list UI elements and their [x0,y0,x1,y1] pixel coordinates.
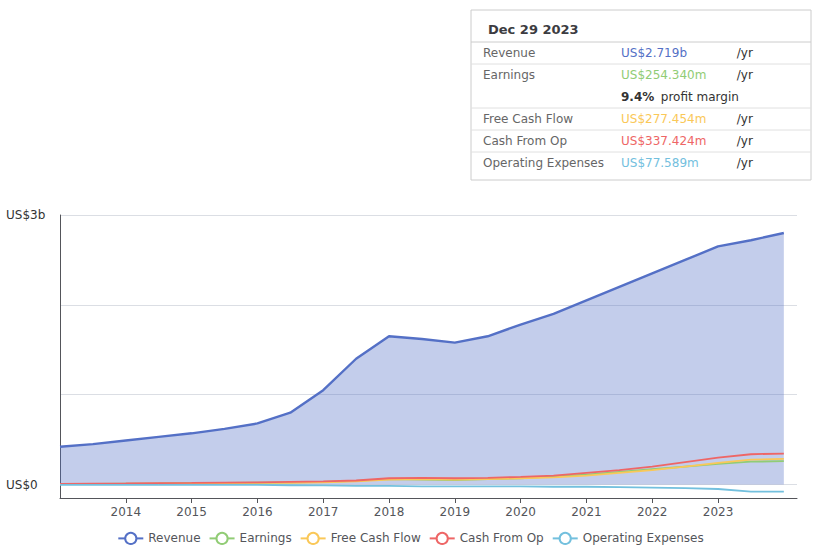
svg-text:Operating Expenses: Operating Expenses [583,531,704,545]
svg-text:2019: 2019 [440,505,471,519]
svg-text:/yr: /yr [733,112,753,126]
svg-text:Earnings: Earnings [483,68,535,82]
svg-text:2014: 2014 [111,505,142,519]
svg-text:Cash From Op: Cash From Op [483,134,567,148]
svg-text:2021: 2021 [571,505,602,519]
svg-text:/yr: /yr [733,68,753,82]
svg-text:2018: 2018 [374,505,405,519]
svg-text:US$0: US$0 [6,478,38,492]
svg-text:2016: 2016 [242,505,273,519]
svg-text:/yr: /yr [733,134,753,148]
svg-text:US$77.589m: US$77.589m [621,156,699,170]
svg-text:9.4%: 9.4% [621,90,654,104]
svg-text:US$277.454m: US$277.454m [621,112,706,126]
svg-text:/yr: /yr [733,156,753,170]
svg-text:2020: 2020 [505,505,536,519]
svg-text:US$3b: US$3b [6,208,45,222]
svg-text:US$2.719b: US$2.719b [621,46,687,60]
svg-text:Revenue: Revenue [148,531,200,545]
svg-text:US$337.424m: US$337.424m [621,134,706,148]
svg-text:US$254.340m: US$254.340m [621,68,706,82]
svg-text:/yr: /yr [733,46,753,60]
svg-text:Revenue: Revenue [483,46,535,60]
svg-text:2023: 2023 [703,505,734,519]
svg-text:2022: 2022 [637,505,668,519]
svg-text:Operating Expenses: Operating Expenses [483,156,604,170]
svg-text:Cash From Op: Cash From Op [460,531,544,545]
svg-text:Earnings: Earnings [240,531,292,545]
svg-text:Dec 29 2023: Dec 29 2023 [488,22,579,37]
svg-text:Free Cash Flow: Free Cash Flow [483,112,573,126]
svg-text:2017: 2017 [308,505,339,519]
svg-text:2015: 2015 [176,505,207,519]
svg-text:Free Cash Flow: Free Cash Flow [331,531,421,545]
svg-text:profit margin: profit margin [657,90,739,104]
